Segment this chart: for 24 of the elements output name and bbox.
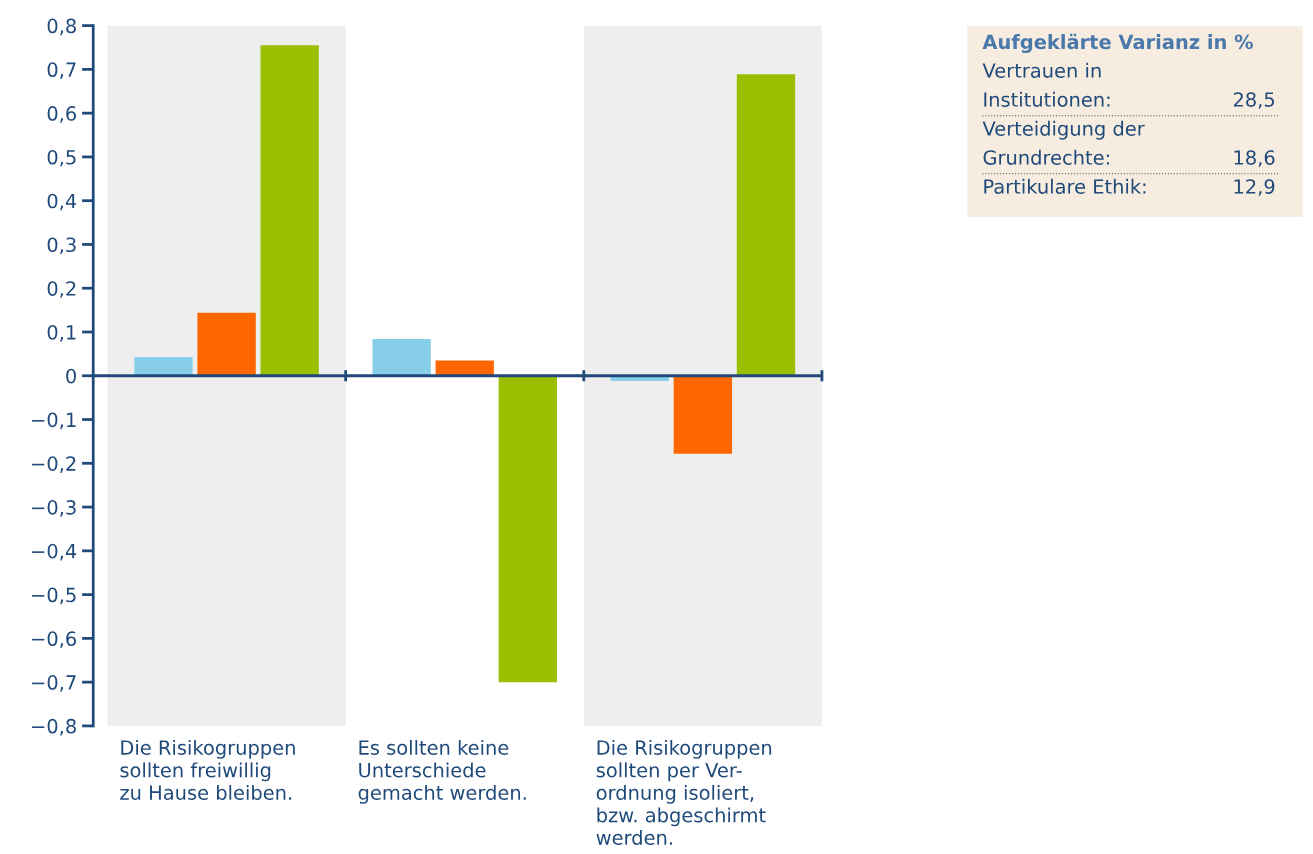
y-tick-label: −0,3 bbox=[32, 500, 76, 517]
y-tick-label: 0,2 bbox=[47, 281, 76, 298]
y-tick-label: −0,6 bbox=[32, 631, 77, 649]
text: Verteidigung der Grundrechte: 18,6 bbox=[982, 120, 1275, 167]
text: Aufgeklärte Varianz in % bbox=[982, 33, 1254, 54]
x-tick-label: Es sollten keine Unterschiede gemacht werden. bbox=[358, 739, 526, 804]
y-tick-label: −0,8 bbox=[32, 718, 76, 736]
y-tick-label: 0,5 bbox=[47, 149, 76, 167]
y-tick-label: 0,7 bbox=[47, 62, 76, 80]
text: Partikulare Ethik: 12,9 bbox=[984, 178, 1275, 196]
text: Vertrauen in Institutionen: 28,5 bbox=[982, 62, 1275, 109]
y-tick-label: −0,7 bbox=[32, 675, 76, 692]
x-tick-label: Die Risikogruppen sollten per Ver- ordnung isoliert, bzw. abgeschirmt werden. bbox=[596, 739, 772, 846]
y-tick-label: 0,1 bbox=[47, 324, 76, 342]
y-tick-label: 0 bbox=[66, 368, 76, 384]
y-tick-label: −0,5 bbox=[32, 587, 76, 605]
y-tick-label: 0,8 bbox=[47, 18, 76, 36]
y-tick-label: −0,1 bbox=[32, 412, 76, 430]
y-tick-label: 0,4 bbox=[47, 193, 77, 211]
y-tick-label: −0,2 bbox=[32, 456, 76, 473]
y-tick-label: 0,6 bbox=[47, 106, 77, 123]
y-tick-label: −0,4 bbox=[32, 543, 77, 561]
x-tick-label: Die Risikogruppen sollten freiwillig zu Hause bleiben. bbox=[120, 739, 295, 800]
y-tick-label: 0,3 bbox=[47, 237, 76, 255]
